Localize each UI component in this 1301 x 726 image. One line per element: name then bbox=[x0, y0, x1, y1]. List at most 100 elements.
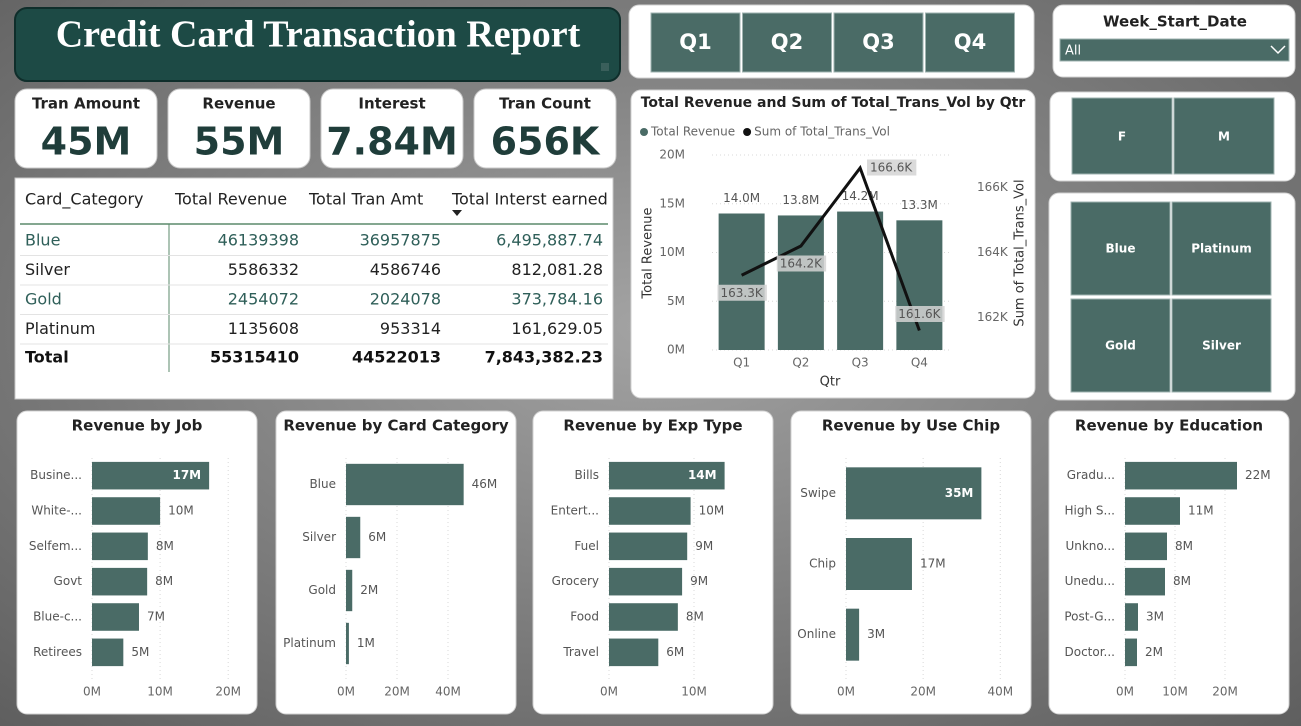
chart-panel bbox=[16, 410, 258, 715]
bar-value-label: 1M bbox=[357, 636, 375, 650]
bar bbox=[718, 213, 765, 350]
bar-value-label: 46M bbox=[472, 477, 498, 491]
category-label: Unedu... bbox=[1065, 574, 1115, 588]
bar-value-label: 13.8M bbox=[782, 193, 819, 207]
category-label: Unkno... bbox=[1065, 539, 1115, 553]
category-label: Gold bbox=[308, 583, 336, 597]
line-value-label-bg bbox=[776, 255, 827, 272]
table-cell: 812,081.28 bbox=[511, 260, 603, 279]
bar-value-label: 2M bbox=[360, 583, 378, 597]
y-tick-label: 15M bbox=[659, 196, 685, 210]
y2-tick-label: 164K bbox=[977, 245, 1009, 259]
category-button[interactable] bbox=[1070, 298, 1171, 393]
x-axis-title: Qtr bbox=[820, 375, 841, 390]
category-label: Platinum bbox=[283, 636, 336, 650]
table-cell: Platinum bbox=[25, 319, 95, 338]
bar-value-label: 10M bbox=[699, 504, 725, 518]
quarter-button-label: Q3 bbox=[862, 30, 894, 54]
table-cell: Silver bbox=[25, 260, 70, 279]
sort-indicator bbox=[452, 210, 462, 216]
table-total-cell: Total bbox=[25, 348, 69, 367]
line-value-label-bg bbox=[895, 306, 945, 322]
bar-value-label: 7M bbox=[147, 610, 165, 624]
table-cell: 2454072 bbox=[228, 290, 299, 309]
bar bbox=[346, 569, 353, 612]
bar bbox=[92, 532, 148, 561]
chart-panel bbox=[275, 410, 517, 715]
table-cell: Gold bbox=[25, 290, 62, 309]
table-total-cell: 55315410 bbox=[210, 348, 299, 367]
gender-button[interactable] bbox=[1173, 97, 1275, 175]
week-slicer-label: Week_Start_Date bbox=[1103, 13, 1247, 31]
bar-value-label: 2M bbox=[1145, 645, 1163, 659]
table-cell: Blue bbox=[25, 231, 60, 250]
category-label: Gradu... bbox=[1067, 468, 1115, 482]
bar bbox=[92, 567, 148, 596]
bar bbox=[1125, 567, 1165, 596]
quarter-button[interactable] bbox=[742, 12, 832, 73]
kpi-value: 7.84M bbox=[326, 120, 458, 164]
y-tick-label: 5M bbox=[667, 294, 685, 308]
y2-tick-label: 162K bbox=[977, 310, 1009, 324]
table-cell: 4586746 bbox=[370, 260, 441, 279]
x-tick-label: 40M bbox=[435, 685, 461, 699]
table-cell: 953314 bbox=[380, 319, 441, 338]
bar bbox=[92, 638, 124, 667]
category-button-label: Blue bbox=[1106, 242, 1136, 256]
table-cell: 2024078 bbox=[370, 290, 441, 309]
x-tick-label: Q3 bbox=[852, 356, 869, 370]
category-button[interactable] bbox=[1171, 298, 1272, 393]
kpi-value: 656K bbox=[491, 120, 601, 164]
table-header: Total Revenue bbox=[174, 190, 287, 209]
category-label: Post-G... bbox=[1064, 610, 1115, 624]
category-label: Blue-c... bbox=[33, 610, 82, 624]
bar bbox=[609, 567, 683, 596]
bar bbox=[609, 497, 691, 525]
category-label: Chip bbox=[809, 557, 836, 571]
report-title: Credit Card Transaction Report bbox=[56, 14, 581, 56]
bar bbox=[1125, 497, 1180, 525]
bar-value-label: 17M bbox=[172, 468, 201, 482]
quarter-button[interactable] bbox=[925, 12, 1015, 73]
x-tick-label: 20M bbox=[384, 685, 410, 699]
bar bbox=[846, 467, 982, 520]
bar bbox=[609, 461, 725, 490]
bar bbox=[609, 638, 659, 667]
category-button[interactable] bbox=[1171, 201, 1272, 296]
kpi-label: Tran Count bbox=[499, 95, 591, 113]
bar-value-label: 3M bbox=[1146, 610, 1164, 624]
table-cell: 6,495,887.74 bbox=[496, 231, 603, 250]
bar bbox=[92, 497, 161, 525]
quarter-button[interactable] bbox=[650, 12, 741, 73]
gender-button[interactable] bbox=[1071, 97, 1173, 175]
line-value-label: 166.6K bbox=[870, 161, 913, 175]
category-button[interactable] bbox=[1070, 201, 1171, 296]
legend-label: Sum of Total_Trans_Vol bbox=[754, 125, 890, 139]
quarter-button-label: Q2 bbox=[771, 30, 803, 54]
chart-panel bbox=[532, 410, 774, 715]
bar bbox=[346, 463, 464, 506]
chart-title: Revenue by Card Category bbox=[283, 417, 509, 435]
chart-title: Total Revenue and Sum of Total_Trans_Vol… bbox=[641, 95, 1026, 111]
kpi-value: 45M bbox=[41, 120, 132, 164]
bar-value-label: 6M bbox=[368, 530, 386, 544]
quarter-button[interactable] bbox=[833, 12, 924, 73]
category-label: High S... bbox=[1065, 504, 1115, 518]
bar-value-label: 10M bbox=[168, 504, 194, 518]
category-label: Retirees bbox=[33, 645, 82, 659]
bar-value-label: 6M bbox=[666, 645, 684, 659]
dropdown-chevron bbox=[1270, 45, 1286, 55]
category-label: Doctor... bbox=[1064, 645, 1115, 659]
y-axis-title: Total Revenue bbox=[641, 207, 656, 299]
x-tick-label: 10M bbox=[147, 685, 173, 699]
bar-value-label: 3M bbox=[867, 627, 885, 641]
category-button-label: Gold bbox=[1105, 339, 1136, 353]
x-tick-label: 10M bbox=[1162, 685, 1188, 699]
week-dropdown[interactable] bbox=[1059, 38, 1290, 62]
table-total-cell: 44522013 bbox=[352, 348, 441, 367]
category-label: Travel bbox=[562, 645, 599, 659]
category-label: Online bbox=[797, 627, 836, 641]
bar-value-label: 11M bbox=[1188, 504, 1214, 518]
category-label: Food bbox=[570, 610, 599, 624]
